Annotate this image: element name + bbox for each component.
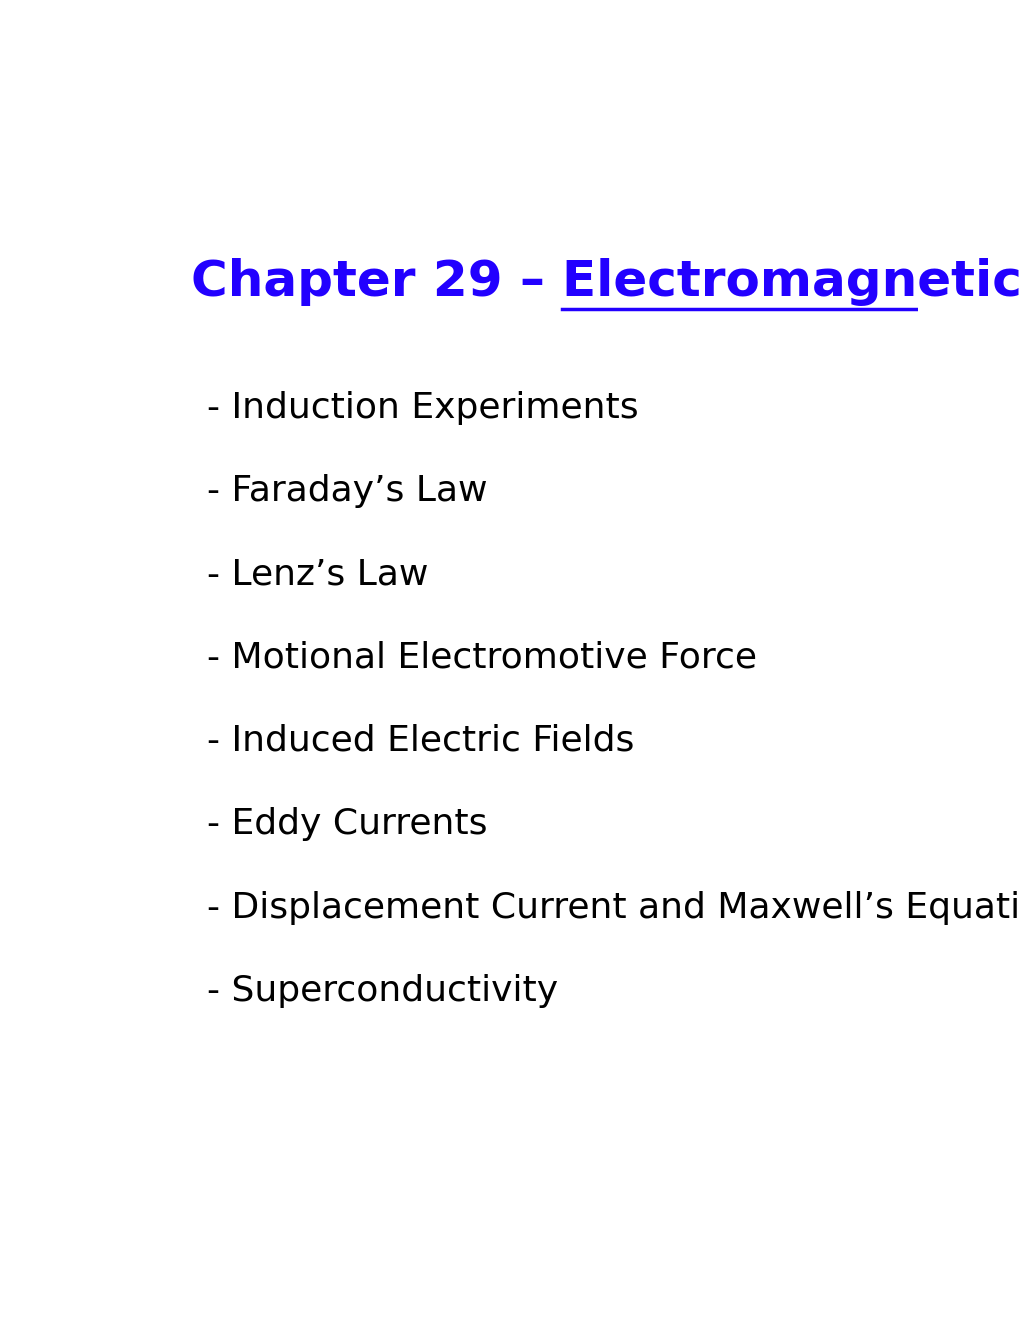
Text: - Induced Electric Fields: - Induced Electric Fields (206, 723, 633, 758)
Text: - Superconductivity: - Superconductivity (206, 974, 557, 1008)
Text: Chapter 29 –: Chapter 29 – (191, 257, 561, 306)
Text: - Eddy Currents: - Eddy Currents (206, 808, 487, 841)
Text: - Displacement Current and Maxwell’s Equations: - Displacement Current and Maxwell’s Equ… (206, 891, 1019, 924)
Text: - Induction Experiments: - Induction Experiments (206, 391, 638, 425)
Text: - Motional Electromotive Force: - Motional Electromotive Force (206, 640, 756, 675)
Text: Electromagnetic Induction: Electromagnetic Induction (561, 257, 1019, 306)
Text: - Faraday’s Law: - Faraday’s Law (206, 474, 487, 508)
Text: - Lenz’s Law: - Lenz’s Law (206, 557, 428, 591)
